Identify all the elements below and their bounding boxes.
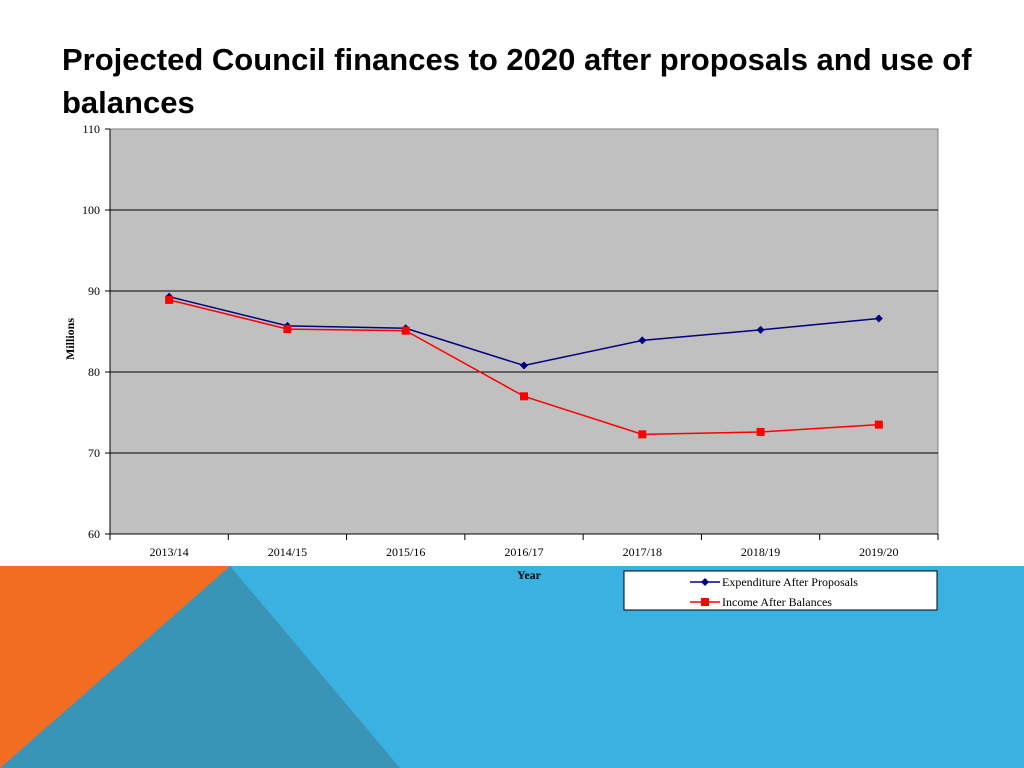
- data-point-square: [283, 325, 292, 334]
- data-point-diamond: [520, 361, 528, 370]
- y-tick-label: 70: [88, 446, 100, 460]
- y-tick-label: 110: [82, 122, 100, 136]
- data-point-square: [756, 427, 765, 436]
- data-point-diamond: [638, 336, 647, 345]
- y-axis-title: Millions: [63, 318, 77, 360]
- legend-marker-diamond: [701, 578, 709, 586]
- x-tick-label: 2015/16: [386, 545, 425, 559]
- axes: 60 70 80 90 100 110 2013/14 2014/15 2015/16 2016/…: [82, 122, 939, 559]
- y-tick-label: 90: [88, 284, 100, 298]
- legend: Expenditure After Proposals Income After …: [623, 570, 938, 611]
- data-point-diamond: [874, 314, 883, 323]
- data-point-square: [520, 392, 528, 401]
- legend-marker-square: [701, 598, 709, 606]
- x-tick-label: 2019/20: [859, 545, 898, 559]
- x-tick-label: 2013/14: [149, 545, 188, 559]
- x-tick-label: 2017/18: [623, 545, 662, 559]
- slide-title: Projected Council finances to 2020 after…: [62, 42, 972, 120]
- x-axis-title: Year: [517, 568, 542, 582]
- data-point-square: [165, 295, 174, 304]
- data-point-square: [874, 420, 883, 429]
- data-point-square: [638, 430, 647, 439]
- data-point-diamond: [756, 325, 765, 334]
- series-group: [165, 292, 883, 439]
- plot-area: [109, 128, 939, 535]
- y-tick-label: 100: [82, 203, 100, 217]
- y-tick-label: 60: [88, 527, 100, 541]
- x-tick-label: 2014/15: [268, 545, 307, 559]
- legend-label: Expenditure After Proposals: [722, 575, 858, 589]
- legend-box: [623, 570, 938, 611]
- x-tick-label: 2016/17: [504, 545, 543, 559]
- orange-triangle: [0, 566, 230, 768]
- y-tick-label: 80: [88, 365, 100, 379]
- x-tick-label: 2018/19: [741, 545, 780, 559]
- gridlines: [110, 209, 938, 454]
- data-point-square: [401, 326, 410, 335]
- teal-triangle: [0, 566, 400, 768]
- legend-label: Income After Balances: [722, 595, 832, 609]
